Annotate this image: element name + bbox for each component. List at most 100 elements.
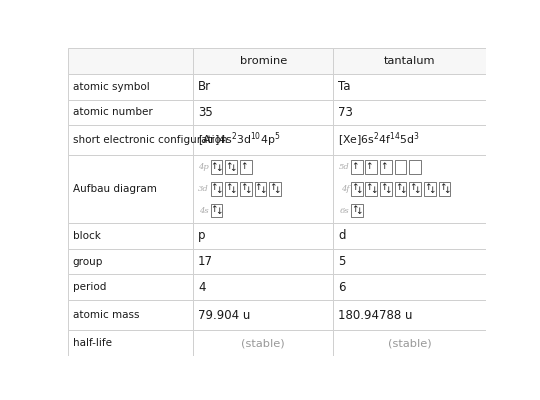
Text: 4p: 4p [198, 163, 209, 171]
Text: ↓: ↓ [399, 186, 407, 194]
Text: ↓: ↓ [230, 186, 237, 194]
Text: ↑: ↑ [351, 205, 359, 214]
Bar [395, 182, 407, 196]
Bar [438, 182, 450, 196]
Bar [68, 249, 193, 274]
Bar [333, 155, 486, 223]
Text: ↓: ↓ [273, 186, 281, 194]
Bar [351, 160, 362, 174]
Bar [211, 204, 222, 218]
Bar [68, 330, 193, 356]
Bar [366, 182, 377, 196]
Text: 4s: 4s [199, 207, 209, 215]
Text: ↑: ↑ [269, 183, 276, 192]
Text: ↓: ↓ [355, 207, 362, 216]
Text: $\mathregular{[Xe]6s^{2}4f^{14}5d^{3}}$: $\mathregular{[Xe]6s^{2}4f^{14}5d^{3}}$ [338, 131, 420, 149]
Bar [225, 182, 237, 196]
Bar [333, 74, 486, 100]
Bar [193, 249, 333, 274]
Text: ↑: ↑ [366, 162, 373, 171]
Text: 4: 4 [198, 281, 206, 294]
Bar [68, 74, 193, 100]
Bar [424, 182, 436, 196]
Bar [211, 160, 222, 174]
Text: ↑: ↑ [409, 183, 417, 192]
Bar [351, 204, 362, 218]
Bar [68, 125, 193, 155]
Bar [409, 160, 421, 174]
Bar [240, 160, 252, 174]
Text: ↑: ↑ [240, 162, 247, 171]
Bar [211, 182, 222, 196]
Text: ↑: ↑ [211, 205, 218, 214]
Bar [395, 160, 407, 174]
Text: tantalum: tantalum [384, 56, 435, 66]
Text: period: period [72, 282, 106, 292]
Text: ↑: ↑ [351, 183, 359, 192]
Bar [193, 155, 333, 223]
Bar [333, 223, 486, 249]
Text: ↓: ↓ [443, 186, 450, 194]
Text: $\mathregular{[Ar]4s^{2}3d^{10}4p^{5}}$: $\mathregular{[Ar]4s^{2}3d^{10}4p^{5}}$ [198, 131, 280, 150]
Bar [225, 160, 237, 174]
Text: ↑: ↑ [380, 162, 388, 171]
Bar [68, 48, 193, 74]
Text: Br: Br [198, 80, 211, 93]
Text: ↑: ↑ [424, 183, 431, 192]
Bar [333, 330, 486, 356]
Text: ↓: ↓ [230, 164, 237, 173]
Text: 180.94788 u: 180.94788 u [338, 309, 413, 322]
Text: ↑: ↑ [395, 183, 402, 192]
Text: ↓: ↓ [215, 186, 222, 194]
Text: ↑: ↑ [240, 183, 247, 192]
Bar [333, 249, 486, 274]
Bar [68, 223, 193, 249]
Text: half-life: half-life [72, 338, 112, 348]
Bar [333, 48, 486, 74]
Bar [193, 330, 333, 356]
Text: ↑: ↑ [254, 183, 262, 192]
Text: ↓: ↓ [414, 186, 421, 194]
Text: atomic symbol: atomic symbol [72, 82, 149, 92]
Text: (stable): (stable) [388, 338, 431, 348]
Text: atomic mass: atomic mass [72, 310, 139, 320]
Text: (stable): (stable) [241, 338, 285, 348]
Text: ↑: ↑ [366, 183, 373, 192]
Text: 5d: 5d [339, 163, 349, 171]
Bar [193, 48, 333, 74]
Text: ↓: ↓ [370, 186, 377, 194]
Bar [333, 274, 486, 300]
Bar [193, 100, 333, 125]
Bar [409, 182, 421, 196]
Bar [333, 125, 486, 155]
Text: 79.904 u: 79.904 u [198, 309, 251, 322]
Bar [193, 300, 333, 330]
Bar [68, 300, 193, 330]
Bar [351, 182, 362, 196]
Text: ↑: ↑ [351, 162, 359, 171]
Text: group: group [72, 256, 103, 266]
Text: ↑: ↑ [211, 183, 218, 192]
Text: 6s: 6s [340, 207, 349, 215]
Bar [240, 182, 252, 196]
Text: Ta: Ta [338, 80, 351, 93]
Text: Aufbau diagram: Aufbau diagram [72, 184, 157, 194]
Bar [380, 160, 392, 174]
Bar [333, 300, 486, 330]
Text: p: p [198, 229, 206, 242]
Text: 5: 5 [338, 255, 346, 268]
Text: short electronic configuration: short electronic configuration [72, 135, 227, 145]
Text: 73: 73 [338, 106, 353, 119]
Bar [254, 182, 266, 196]
Text: 4f: 4f [341, 185, 349, 193]
Bar [380, 182, 392, 196]
Text: 6: 6 [338, 281, 346, 294]
Bar [68, 155, 193, 223]
Text: 3d: 3d [198, 185, 209, 193]
Bar [366, 160, 377, 174]
Text: ↑: ↑ [438, 183, 446, 192]
Text: ↓: ↓ [384, 186, 392, 194]
Bar [193, 274, 333, 300]
Text: ↓: ↓ [215, 164, 222, 173]
Bar [333, 100, 486, 125]
